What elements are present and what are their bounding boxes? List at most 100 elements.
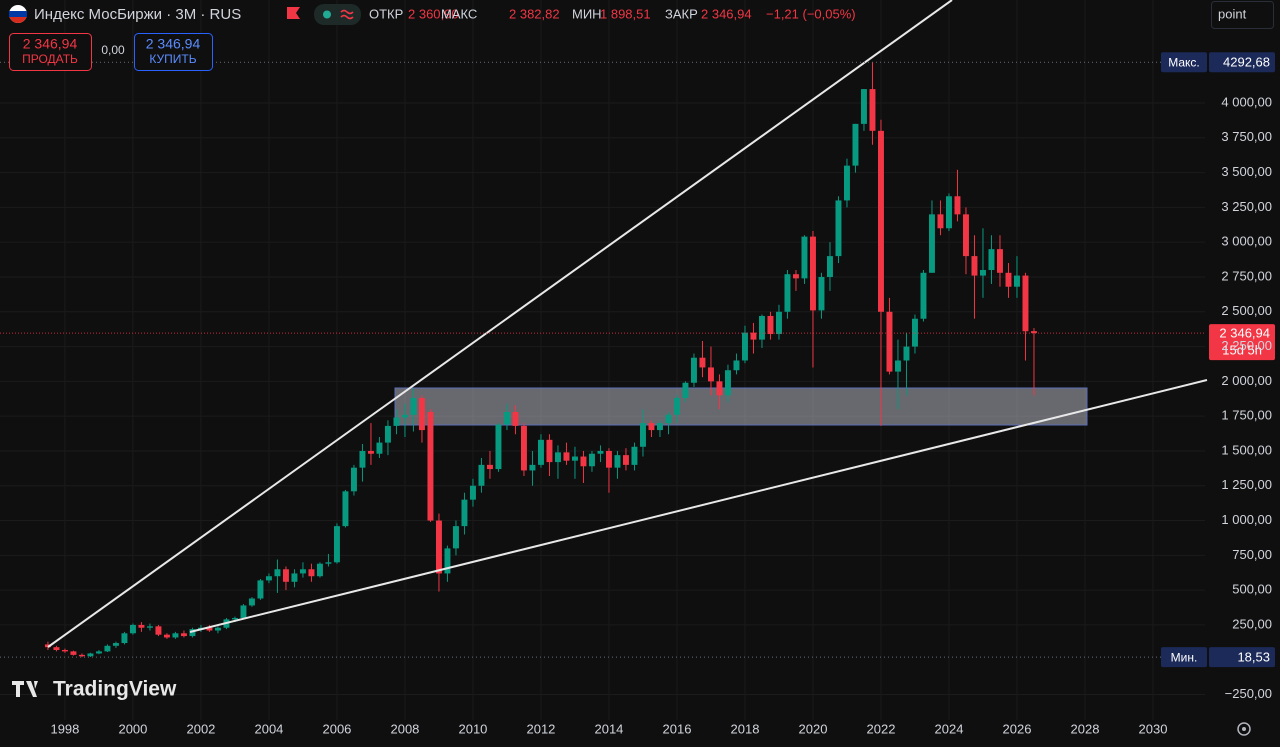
candle-body bbox=[597, 450, 604, 454]
candle-body bbox=[180, 633, 187, 637]
candle-body bbox=[248, 598, 255, 606]
candle-body bbox=[733, 360, 740, 371]
x-tick-label: 2014 bbox=[594, 721, 623, 736]
candle-body bbox=[580, 456, 587, 467]
candle-body bbox=[707, 367, 714, 382]
y-tick-label: 2 500,00 bbox=[1221, 303, 1272, 318]
x-tick-label: 2002 bbox=[186, 721, 215, 736]
candle-body bbox=[410, 398, 417, 415]
candle-body bbox=[529, 464, 536, 471]
candle-body bbox=[775, 311, 782, 335]
candle-body bbox=[546, 439, 553, 463]
candle-body bbox=[894, 360, 901, 372]
candle-body bbox=[826, 256, 833, 277]
candle-body bbox=[605, 450, 612, 468]
x-tick-label: 1998 bbox=[50, 721, 79, 736]
candle-body bbox=[937, 214, 944, 229]
candle-body bbox=[818, 276, 825, 311]
candle-body bbox=[903, 346, 910, 361]
candle-body bbox=[979, 270, 986, 276]
x-tick-label: 2022 bbox=[867, 721, 896, 736]
candle-body bbox=[673, 398, 680, 415]
candle-body bbox=[911, 318, 918, 347]
candle-body bbox=[104, 645, 111, 652]
y-tick-label: 3 000,00 bbox=[1221, 234, 1272, 249]
candle-body bbox=[801, 236, 808, 279]
candle-body bbox=[342, 491, 349, 527]
candle-body bbox=[316, 563, 323, 577]
candle-body bbox=[452, 526, 459, 549]
candle-body bbox=[299, 569, 306, 574]
x-tick-label: 2006 bbox=[322, 721, 351, 736]
symbol-title[interactable]: Индекс МосБиржи · 3M · RUS bbox=[34, 6, 241, 23]
candle-body bbox=[78, 654, 85, 657]
sell-price: 2 346,94 bbox=[23, 36, 78, 52]
candle-body bbox=[928, 214, 935, 273]
candle-body bbox=[792, 274, 799, 279]
candle-body bbox=[274, 569, 281, 577]
settings-icon bbox=[1242, 727, 1246, 731]
candle-body bbox=[478, 464, 485, 486]
candle-body bbox=[121, 633, 128, 644]
marker-value-box bbox=[1209, 647, 1275, 668]
trend-line-lower[interactable] bbox=[189, 379, 1208, 633]
candle-body bbox=[886, 311, 893, 372]
candle-body bbox=[333, 526, 340, 563]
y-tick-label: 3 500,00 bbox=[1221, 164, 1272, 179]
trend-line-upper[interactable] bbox=[47, 0, 953, 648]
marker-value-box bbox=[1209, 52, 1275, 73]
candle-body bbox=[996, 249, 1003, 273]
x-tick-label: 2008 bbox=[390, 721, 419, 736]
candle-body bbox=[724, 370, 731, 396]
delay-icon bbox=[340, 9, 354, 20]
candle-body bbox=[750, 332, 757, 340]
candle-body bbox=[741, 332, 748, 361]
sell-button[interactable] bbox=[9, 33, 92, 71]
buy-button[interactable] bbox=[134, 33, 213, 71]
candle-body bbox=[265, 576, 272, 581]
candle-body bbox=[495, 424, 502, 470]
y-tick-label: 2 750,00 bbox=[1221, 268, 1272, 283]
low-label: МИН bbox=[572, 6, 602, 21]
low-value: 1 898,51 bbox=[600, 6, 651, 21]
open-value: 2 360,90 bbox=[408, 6, 459, 21]
market-status[interactable] bbox=[314, 4, 361, 25]
candle-body bbox=[809, 236, 816, 311]
candle-body bbox=[61, 649, 68, 652]
y-tick-label: 500,00 bbox=[1232, 582, 1272, 597]
marker-name: Мин. bbox=[1171, 650, 1198, 664]
flag-marker[interactable] bbox=[287, 7, 300, 19]
candle-body bbox=[257, 580, 264, 599]
units-button[interactable] bbox=[1211, 1, 1274, 29]
grid bbox=[0, 0, 1205, 720]
candle-body bbox=[639, 423, 646, 447]
countdown: 15d 5h bbox=[1222, 343, 1262, 358]
x-tick-label: 2000 bbox=[118, 721, 147, 736]
candle-body bbox=[486, 464, 493, 470]
candle-body bbox=[648, 423, 655, 431]
y-tick-label: 4 000,00 bbox=[1221, 94, 1272, 109]
candle-body bbox=[282, 569, 289, 582]
candle-body bbox=[699, 357, 706, 368]
units-label: point bbox=[1218, 6, 1247, 21]
spread: 0,00 bbox=[101, 43, 125, 57]
x-tick-label: 2012 bbox=[526, 721, 555, 736]
candle-body bbox=[1030, 331, 1037, 334]
buy-label: КУПИТЬ bbox=[149, 52, 196, 66]
candle-body bbox=[393, 417, 400, 426]
candle-body bbox=[138, 624, 145, 628]
settings-button[interactable] bbox=[1237, 722, 1251, 736]
candle-body bbox=[427, 411, 434, 521]
candle-body bbox=[129, 624, 136, 634]
marker-name: Макс. bbox=[1168, 55, 1200, 69]
candle-body bbox=[554, 452, 561, 463]
candle-body bbox=[512, 411, 519, 426]
candle-body bbox=[163, 634, 170, 638]
zone-rectangle[interactable] bbox=[394, 387, 1088, 426]
x-tick-label: 2004 bbox=[254, 721, 283, 736]
candle-body bbox=[1022, 275, 1029, 332]
candle-body bbox=[588, 453, 595, 467]
x-tick-label: 2016 bbox=[663, 721, 692, 736]
